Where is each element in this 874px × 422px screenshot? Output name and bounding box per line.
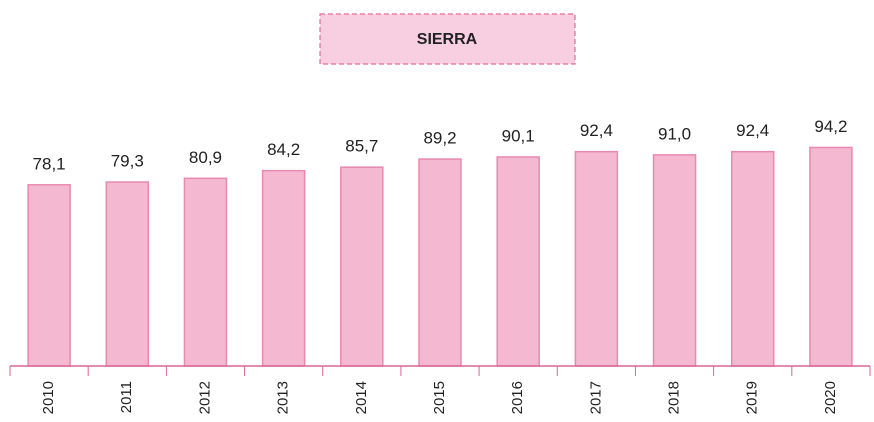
value-label: 94,2	[814, 117, 847, 136]
value-label: 91,0	[658, 124, 691, 143]
value-label: 79,3	[111, 152, 144, 171]
bar	[730, 150, 775, 367]
bar	[418, 158, 462, 367]
x-tick-label: 2010	[40, 381, 57, 414]
x-tick-label: 2017	[587, 381, 604, 414]
x-tick-label: 2020	[822, 381, 839, 414]
value-label: 90,1	[502, 126, 535, 145]
bar	[574, 150, 619, 367]
bar	[340, 166, 384, 367]
bar	[809, 146, 853, 367]
bar	[261, 169, 306, 367]
x-tick-label: 2012	[196, 381, 213, 414]
x-tick-label: 2015	[431, 381, 448, 414]
x-tick-label: 2018	[666, 381, 683, 414]
value-label: 92,4	[580, 121, 613, 140]
value-label: 80,9	[189, 148, 222, 167]
value-label: 84,2	[267, 140, 300, 159]
value-label: 92,4	[736, 121, 769, 140]
bar	[652, 154, 697, 367]
x-tick-label: 2011	[118, 381, 135, 413]
x-tick-label: 2013	[275, 381, 292, 414]
chart-title: SIERRA	[417, 31, 478, 48]
value-label: 85,7	[345, 137, 378, 156]
bar	[183, 177, 228, 367]
bar	[27, 184, 71, 367]
value-label: 89,2	[423, 129, 456, 148]
value-label: 78,1	[33, 154, 66, 173]
x-tick-label: 2019	[744, 381, 761, 414]
bar	[105, 181, 150, 367]
bar	[496, 156, 540, 367]
title-box	[319, 13, 576, 65]
x-tick-label: 2016	[509, 381, 526, 414]
x-tick-label: 2014	[353, 381, 370, 414]
